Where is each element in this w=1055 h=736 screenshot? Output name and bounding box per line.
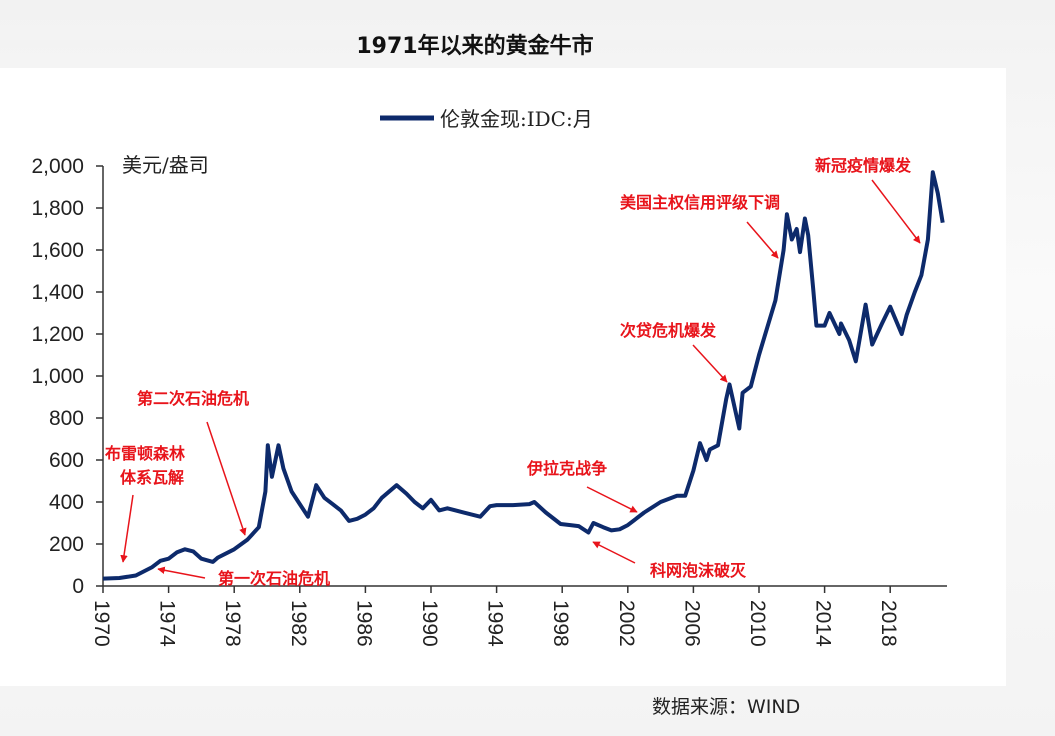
annotation-text: 第一次石油危机 <box>218 569 330 588</box>
annotation: 科网泡沫破灭 <box>592 541 747 580</box>
y-tick-label: 800 <box>49 407 84 430</box>
x-tick-label: 2002 <box>615 600 638 647</box>
annotation-arrow <box>120 494 134 563</box>
x-tick-label: 1986 <box>352 600 375 647</box>
series-line <box>102 170 945 581</box>
data-source: 数据来源：WIND <box>652 696 801 718</box>
x-tick-label: 2010 <box>746 600 769 647</box>
annotation-arrow <box>746 221 779 259</box>
legend: 伦敦金现:IDC:月 <box>380 107 593 131</box>
x-tick-label: 1978 <box>221 600 244 647</box>
annotation-arrow <box>157 566 206 579</box>
x-tick-label: 2018 <box>877 600 900 647</box>
x-tick-label: 1994 <box>484 600 507 647</box>
annotation: 次贷危机爆发 <box>620 321 728 383</box>
legend-label: 伦敦金现:IDC:月 <box>440 107 593 131</box>
annotation: 第一次石油危机 <box>157 566 330 588</box>
annotation: 第二次石油危机 <box>137 389 249 536</box>
y-axis-unit: 美元/盎司 <box>122 153 209 177</box>
x-tick-label: 1998 <box>549 600 572 647</box>
annotation-arrow <box>871 179 921 244</box>
y-tick-label: 1,400 <box>31 281 84 304</box>
annotation-text: 第二次石油危机 <box>137 389 249 408</box>
y-tick-label: 1,000 <box>31 365 84 388</box>
annotation-text: 布雷顿森林 <box>105 444 185 463</box>
annotation-text: 科网泡沫破灭 <box>650 561 747 580</box>
x-tick-label: 1970 <box>90 600 113 647</box>
chart-panel <box>0 68 1006 686</box>
x-tick-label: 2014 <box>812 600 835 647</box>
y-tick-label: 2,000 <box>31 155 84 178</box>
annotation: 美国主权信用评级下调 <box>620 193 780 259</box>
y-tick-label: 0 <box>72 575 84 598</box>
annotation-text: 美国主权信用评级下调 <box>620 193 780 212</box>
annotation-arrow <box>206 421 247 536</box>
annotation-text: 伊拉克战争 <box>526 459 607 478</box>
x-tick-label: 1982 <box>287 600 310 647</box>
annotation-arrow <box>692 344 728 383</box>
y-tick-label: 200 <box>49 533 84 556</box>
annotation-text: 体系瓦解 <box>120 468 184 487</box>
annotation-arrow <box>592 541 636 564</box>
y-tick-label: 1,800 <box>31 197 84 220</box>
annotation-text: 新冠疫情爆发 <box>815 156 912 175</box>
annotation: 新冠疫情爆发 <box>815 156 921 244</box>
y-tick-label: 1,200 <box>31 323 84 346</box>
x-tick-label: 1974 <box>156 600 179 647</box>
annotation-arrow <box>586 486 638 513</box>
y-tick-label: 400 <box>49 491 84 514</box>
x-tick-label: 1990 <box>418 600 441 647</box>
annotation-text: 次贷危机爆发 <box>620 321 717 340</box>
annotation: 伊拉克战争 <box>526 459 638 513</box>
page-title: 1971年以来的黄金牛市 <box>356 34 594 59</box>
y-tick-label: 1,600 <box>31 239 84 262</box>
y-tick-label: 600 <box>49 449 84 472</box>
x-tick-label: 2006 <box>680 600 703 647</box>
